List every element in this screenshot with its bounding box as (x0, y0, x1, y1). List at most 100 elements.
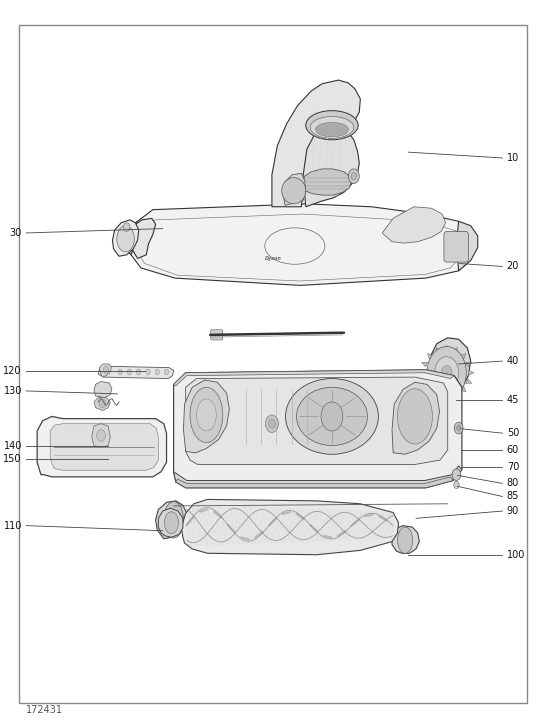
Circle shape (164, 369, 169, 375)
Circle shape (456, 425, 461, 431)
Polygon shape (94, 381, 112, 397)
Text: 45: 45 (507, 395, 519, 405)
Text: 100: 100 (507, 550, 525, 561)
Polygon shape (419, 370, 425, 376)
Polygon shape (283, 173, 306, 205)
Circle shape (146, 369, 150, 375)
Ellipse shape (306, 111, 358, 140)
Text: Dyson: Dyson (265, 256, 281, 261)
Ellipse shape (197, 399, 216, 431)
Text: 90: 90 (507, 506, 519, 516)
Polygon shape (174, 370, 454, 386)
Text: 172431: 172431 (26, 705, 63, 715)
Polygon shape (183, 380, 229, 453)
Ellipse shape (164, 502, 183, 538)
Polygon shape (436, 347, 441, 354)
Circle shape (452, 469, 461, 480)
Circle shape (265, 415, 278, 432)
Polygon shape (99, 364, 111, 377)
Circle shape (435, 385, 452, 407)
Text: 110: 110 (3, 521, 22, 531)
Circle shape (454, 481, 459, 488)
Polygon shape (392, 526, 419, 553)
Polygon shape (98, 366, 174, 379)
Text: 80: 80 (507, 478, 519, 488)
Polygon shape (156, 501, 187, 539)
Polygon shape (392, 382, 440, 454)
Ellipse shape (117, 226, 134, 252)
Polygon shape (181, 499, 399, 555)
Text: 150: 150 (3, 454, 22, 464)
Polygon shape (123, 222, 139, 255)
Circle shape (118, 369, 122, 375)
Polygon shape (94, 397, 110, 411)
Polygon shape (174, 370, 462, 488)
Polygon shape (174, 466, 462, 488)
Text: 60: 60 (507, 445, 519, 455)
Circle shape (269, 419, 275, 428)
Text: 140: 140 (3, 440, 22, 451)
Polygon shape (92, 424, 110, 448)
Polygon shape (382, 207, 446, 243)
Circle shape (97, 430, 105, 441)
FancyBboxPatch shape (429, 379, 458, 415)
Circle shape (454, 422, 463, 434)
Text: 10: 10 (507, 153, 519, 163)
Polygon shape (129, 218, 156, 258)
FancyBboxPatch shape (444, 232, 468, 262)
Polygon shape (422, 379, 428, 384)
Circle shape (127, 369, 132, 375)
Ellipse shape (316, 122, 348, 137)
Circle shape (351, 173, 357, 180)
Ellipse shape (190, 387, 223, 443)
Circle shape (123, 223, 130, 232)
Polygon shape (466, 362, 472, 367)
Text: 50: 50 (507, 428, 519, 438)
Polygon shape (422, 362, 428, 367)
Circle shape (348, 169, 359, 183)
Ellipse shape (296, 387, 367, 446)
Polygon shape (50, 424, 158, 470)
Polygon shape (303, 169, 351, 195)
Circle shape (440, 391, 447, 401)
Polygon shape (466, 379, 472, 384)
Circle shape (321, 402, 343, 431)
Ellipse shape (282, 178, 306, 204)
Polygon shape (272, 80, 360, 207)
Circle shape (99, 399, 106, 408)
Text: 85: 85 (507, 491, 519, 502)
Text: 120: 120 (3, 366, 22, 376)
Circle shape (155, 369, 159, 375)
Polygon shape (37, 416, 167, 477)
Polygon shape (158, 508, 183, 537)
Circle shape (136, 369, 141, 375)
Polygon shape (460, 387, 466, 392)
Ellipse shape (397, 389, 432, 444)
Polygon shape (112, 220, 139, 256)
Polygon shape (428, 353, 433, 359)
Polygon shape (428, 387, 433, 392)
Ellipse shape (286, 379, 378, 454)
Ellipse shape (397, 527, 413, 553)
Ellipse shape (164, 512, 179, 534)
Polygon shape (453, 392, 458, 398)
Polygon shape (458, 221, 478, 271)
Polygon shape (186, 377, 448, 464)
Polygon shape (429, 338, 471, 396)
Ellipse shape (310, 116, 354, 138)
Text: 70: 70 (507, 462, 519, 472)
FancyBboxPatch shape (211, 330, 223, 340)
Circle shape (441, 365, 452, 380)
Polygon shape (303, 125, 359, 207)
Text: 40: 40 (507, 356, 519, 366)
Text: 20: 20 (507, 261, 519, 272)
Circle shape (427, 347, 466, 399)
Polygon shape (436, 392, 441, 398)
Polygon shape (444, 346, 449, 351)
Polygon shape (460, 353, 466, 359)
Polygon shape (131, 204, 474, 285)
Circle shape (103, 366, 109, 373)
Polygon shape (468, 370, 474, 376)
Polygon shape (176, 477, 453, 488)
Polygon shape (444, 395, 449, 400)
